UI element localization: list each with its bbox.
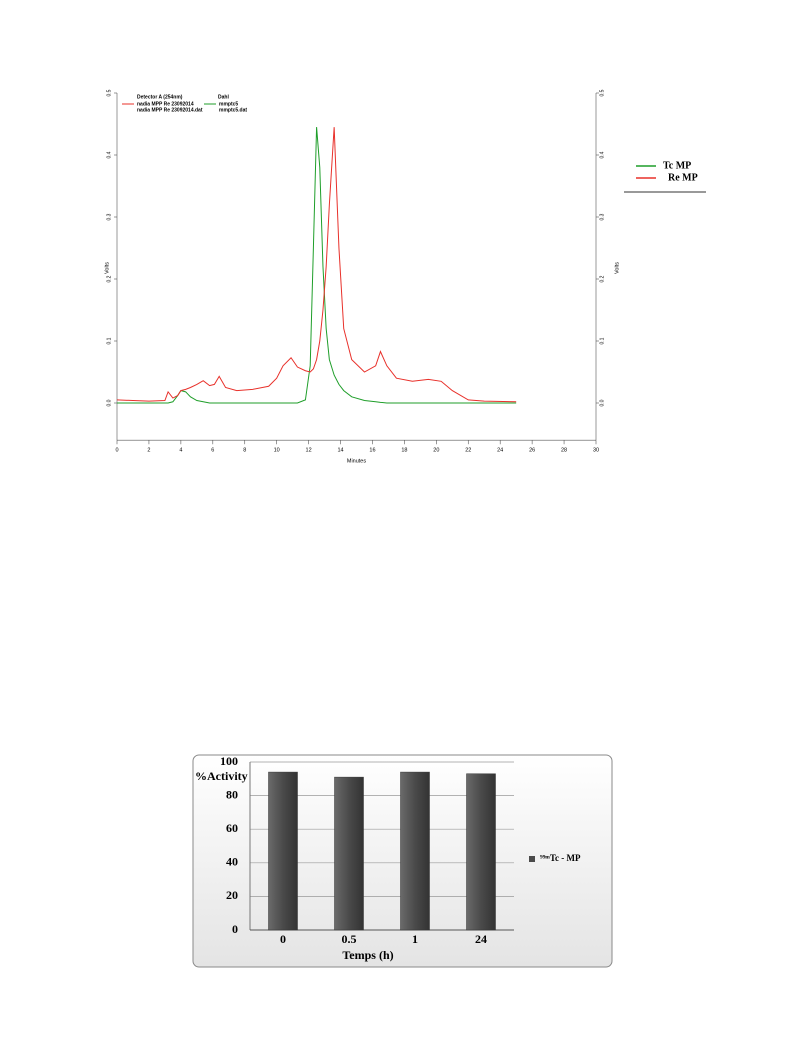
x-tick-label: 0.5 [342, 932, 357, 946]
data-line [117, 127, 517, 404]
x-tick-label: 10 [274, 448, 280, 454]
legend-label: nadia MPP Re 23092014.dat [137, 107, 203, 113]
y-tick-label: 0.5 [106, 89, 112, 96]
x-tick-label: 22 [465, 448, 471, 454]
x-tick-label: 20 [433, 448, 439, 454]
x-tick-label: 16 [369, 448, 375, 454]
x-tick-label: 4 [179, 448, 182, 454]
y-tick-label: 0.0 [106, 399, 112, 406]
y-tick-label: 0.3 [106, 213, 112, 220]
x-tick-label: 2 [147, 448, 150, 454]
x-axis-title: Temps (h) [342, 948, 393, 962]
x-tick-label: 14 [337, 448, 343, 454]
x-tick-label: 0 [280, 932, 286, 946]
legend-swatch [529, 856, 535, 862]
y-tick-label: 100 [220, 754, 238, 768]
y-tick-label: 0.1 [599, 337, 605, 344]
y-axis-title: %Activity [195, 769, 248, 783]
y-tick-label: 0.4 [106, 151, 112, 158]
x-tick-label: 26 [529, 448, 535, 454]
y-tick-label: 0.1 [106, 337, 112, 344]
x-tick-label: 6 [211, 448, 214, 454]
y-tick-label: 0.3 [599, 213, 605, 220]
y-tick-label: 0.2 [599, 275, 605, 282]
y-tick-label: 20 [226, 888, 238, 902]
y-tick-label: 60 [226, 821, 238, 835]
legend-header: Detector A (254nm) [137, 94, 183, 100]
y-tick-label: 0.0 [599, 399, 605, 406]
legend-header: Dahl [218, 94, 229, 100]
x-tick-label: 1 [412, 932, 418, 946]
x-tick-label: 30 [593, 448, 599, 454]
x-tick-label: 24 [497, 448, 503, 454]
y-axis-title: Volts [104, 262, 110, 274]
x-tick-label: 28 [561, 448, 567, 454]
y-tick-label: 0.4 [599, 151, 605, 158]
y-tick-label: 40 [226, 855, 238, 869]
x-tick-label: 18 [401, 448, 407, 454]
legend-label: Tc MP [663, 160, 691, 171]
legend-label: mmptc5.dat [219, 107, 247, 113]
x-axis-title: Minutes [347, 459, 367, 465]
bar [466, 773, 496, 931]
legend-label: mmptc5 [219, 101, 238, 107]
y-tick-label: 0.2 [106, 275, 112, 282]
legend-label: ⁹⁹ᵐTc - MP [540, 853, 581, 863]
legend-label: Re MP [668, 172, 698, 183]
y-axis-title: Volts [614, 262, 620, 274]
y-tick-label: 0.5 [599, 89, 605, 96]
data-line [116, 127, 517, 403]
x-tick-label: 12 [306, 448, 312, 454]
y-tick-label: 0 [232, 922, 238, 936]
legend-label: nadia MPP Re 23092014 [137, 101, 194, 107]
bar [400, 771, 430, 931]
x-tick-label: 0 [115, 448, 118, 454]
y-tick-label: 80 [226, 787, 238, 801]
x-tick-label: 24 [475, 932, 487, 946]
x-tick-label: 8 [243, 448, 246, 454]
bar [268, 771, 298, 931]
bar [334, 776, 364, 931]
